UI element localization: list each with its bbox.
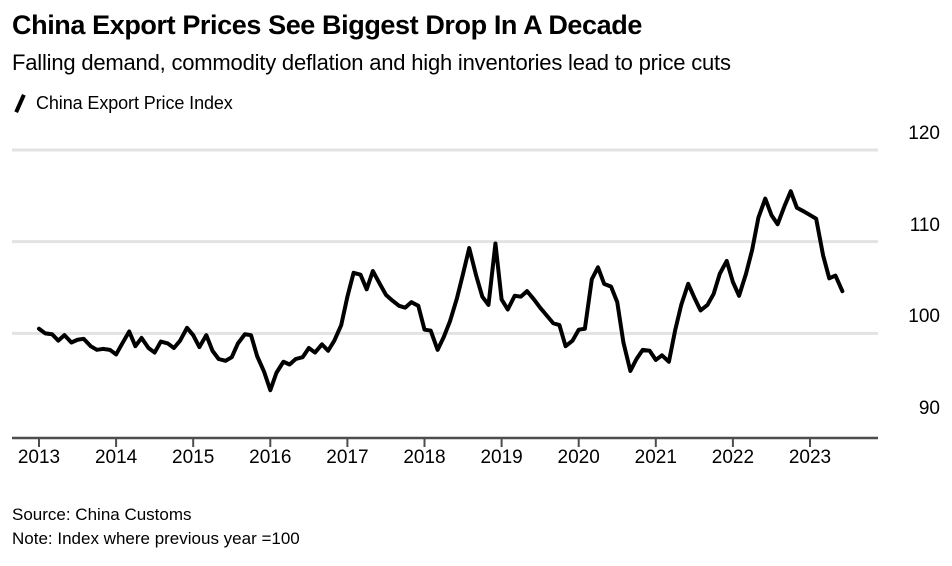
slash-line-icon bbox=[12, 94, 27, 112]
x-axis-tick-label: 2023 bbox=[788, 447, 832, 468]
x-axis-tick-label: 2014 bbox=[94, 447, 138, 468]
x-axis-tick-label: 2013 bbox=[17, 447, 61, 468]
x-axis-tick-label: 2017 bbox=[326, 447, 369, 468]
x-axis-tick-label: 2015 bbox=[172, 447, 215, 468]
x-axis-tick-label: 2019 bbox=[480, 447, 523, 468]
data-line-china-export-price-index bbox=[37, 189, 845, 393]
y-axis-tick-label: 110 bbox=[909, 214, 940, 236]
page-subtitle: Falling demand, commodity deflation and … bbox=[12, 50, 731, 75]
source-text: Source: China Customs bbox=[12, 505, 192, 524]
legend-series-label: China Export Price Index bbox=[36, 93, 233, 113]
y-axis-tick-label: 100 bbox=[908, 306, 940, 328]
y-axis-tick-label: 120 bbox=[908, 123, 940, 144]
note-text: Note: Index where previous year =100 bbox=[12, 529, 300, 548]
page-title: China Export Prices See Biggest Drop In … bbox=[12, 10, 642, 40]
y-axis-tick-label: 90 bbox=[918, 398, 940, 419]
x-axis-tick-label: 2021 bbox=[634, 447, 677, 468]
chart-footnotes: Source: China Customs Note: Index where … bbox=[12, 503, 300, 551]
x-axis-tick-label: 2018 bbox=[403, 447, 446, 468]
chart-legend: China Export Price Index bbox=[12, 92, 233, 114]
x-axis-tick-label: 2022 bbox=[711, 447, 755, 468]
x-axis-tick-label: 2020 bbox=[557, 447, 600, 468]
x-axis-tick-label: 2016 bbox=[249, 447, 292, 468]
